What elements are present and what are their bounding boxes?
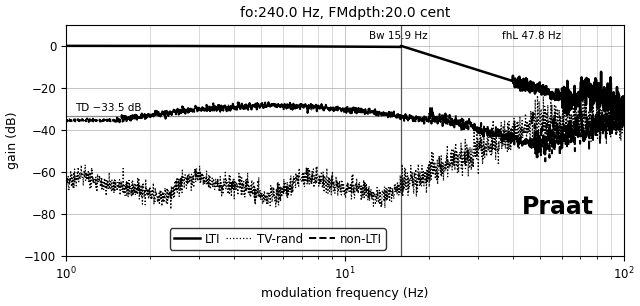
Text: Bw 15.9 Hz: Bw 15.9 Hz [369, 31, 428, 41]
TV-rand [91, 181, 99, 184]
Text: fhL 47.8 Hz: fhL 47.8 Hz [502, 31, 561, 41]
LTI [501, 77, 509, 80]
non-LTI [541, 159, 549, 163]
non-LTI [333, 108, 341, 112]
non-LTI [319, 104, 326, 108]
Legend: LTI, TV-rand, non-LTI: LTI, TV-rand, non-LTI [170, 228, 386, 250]
LTI [333, 45, 341, 48]
Line: non-LTI: non-LTI [66, 101, 624, 161]
non-LTI [604, 115, 612, 118]
TV-rand [604, 120, 612, 124]
LTI [604, 98, 611, 101]
TV-rand [604, 105, 612, 109]
TV-rand [601, 93, 609, 97]
Text: Praat: Praat [522, 195, 594, 219]
X-axis label: modulation frequency (Hz): modulation frequency (Hz) [261, 287, 429, 300]
TV-rand [167, 207, 175, 211]
Text: TD −33.5 dB: TD −33.5 dB [76, 103, 142, 113]
TV-rand [319, 182, 326, 186]
non-LTI [62, 118, 70, 122]
LTI [616, 127, 624, 131]
Line: LTI: LTI [66, 46, 624, 129]
non-LTI [604, 124, 611, 127]
LTI [319, 45, 326, 48]
non-LTI [611, 99, 619, 103]
TV-rand [502, 147, 509, 151]
TV-rand [620, 125, 628, 129]
LTI [620, 99, 628, 102]
non-LTI [91, 119, 99, 123]
LTI [62, 44, 70, 48]
TV-rand [62, 188, 70, 192]
non-LTI [501, 136, 509, 140]
non-LTI [620, 121, 628, 125]
TV-rand [333, 181, 341, 184]
LTI [604, 97, 611, 101]
Title: fo:240.0 Hz, FMdpth:20.0 cent: fo:240.0 Hz, FMdpth:20.0 cent [239, 6, 450, 20]
Y-axis label: gain (dB): gain (dB) [6, 111, 19, 169]
LTI [91, 44, 99, 48]
Line: TV-rand: TV-rand [66, 95, 624, 209]
